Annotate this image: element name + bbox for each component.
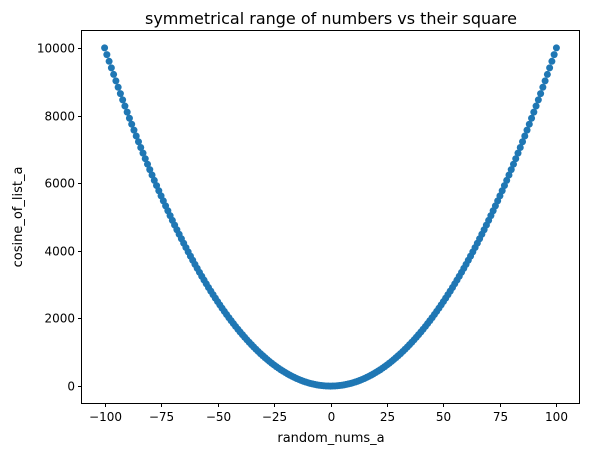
data-point — [139, 149, 147, 157]
data-point — [523, 126, 531, 134]
data-point — [539, 83, 547, 91]
data-point — [507, 166, 515, 174]
data-point — [503, 176, 511, 184]
x-axis-ticks: −100 −75 −50 −25 0 25 50 75 100 — [89, 403, 568, 424]
data-point — [150, 176, 158, 184]
data-point — [516, 143, 524, 151]
data-point — [519, 138, 527, 146]
x-tick-label: 50 — [436, 410, 451, 424]
data-point — [134, 138, 142, 146]
data-point — [130, 126, 138, 134]
x-axis-label: random_nums_a — [277, 431, 384, 446]
data-point — [125, 114, 133, 122]
data-point — [146, 166, 154, 174]
data-point — [552, 44, 560, 52]
data-point — [548, 57, 556, 65]
y-tick-label: 6000 — [44, 177, 75, 191]
data-point — [505, 171, 513, 179]
data-point — [525, 120, 533, 128]
data-point — [132, 132, 140, 140]
data-point — [121, 102, 129, 110]
data-point — [110, 70, 118, 78]
data-point — [532, 102, 540, 110]
y-axis-ticks: 0 2000 4000 6000 8000 10000 — [37, 42, 82, 394]
data-point — [112, 77, 120, 85]
y-tick-label: 8000 — [44, 110, 75, 124]
plot-area-frame — [81, 30, 580, 404]
data-point — [509, 160, 517, 168]
data-points — [101, 44, 560, 390]
data-point — [123, 108, 131, 116]
data-point — [114, 83, 122, 91]
data-point — [514, 149, 522, 157]
data-point — [144, 160, 152, 168]
data-point — [105, 57, 113, 65]
data-point — [528, 114, 536, 122]
y-tick-label: 10000 — [37, 42, 75, 56]
data-point — [119, 96, 127, 104]
x-tick-label: 0 — [328, 410, 336, 424]
y-tick-label: 2000 — [44, 312, 75, 326]
x-tick-label: 100 — [545, 410, 568, 424]
y-tick-label: 4000 — [44, 245, 75, 259]
data-point — [512, 155, 520, 163]
data-point — [537, 90, 545, 98]
data-point — [141, 155, 149, 163]
y-axis-label: cosine_of_list_a — [11, 167, 26, 268]
x-tick-label: −25 — [262, 410, 287, 424]
data-point — [500, 182, 508, 190]
x-tick-label: 75 — [493, 410, 508, 424]
data-point — [546, 64, 554, 72]
chart-title: symmetrical range of numbers vs their sq… — [145, 9, 517, 28]
data-point — [128, 120, 136, 128]
data-point — [101, 44, 109, 52]
x-tick-label: 25 — [380, 410, 395, 424]
data-point — [107, 64, 115, 72]
data-point — [534, 96, 542, 104]
x-tick-label: −50 — [206, 410, 231, 424]
data-point — [521, 132, 529, 140]
y-tick-label: 0 — [67, 380, 75, 394]
data-point — [550, 51, 558, 59]
x-tick-label: −100 — [89, 410, 122, 424]
data-point — [137, 143, 145, 151]
x-tick-label: −75 — [149, 410, 174, 424]
data-point — [543, 70, 551, 78]
data-point — [116, 90, 124, 98]
data-point — [530, 108, 538, 116]
data-point — [541, 77, 549, 85]
data-point — [103, 51, 111, 59]
data-point — [148, 171, 156, 179]
